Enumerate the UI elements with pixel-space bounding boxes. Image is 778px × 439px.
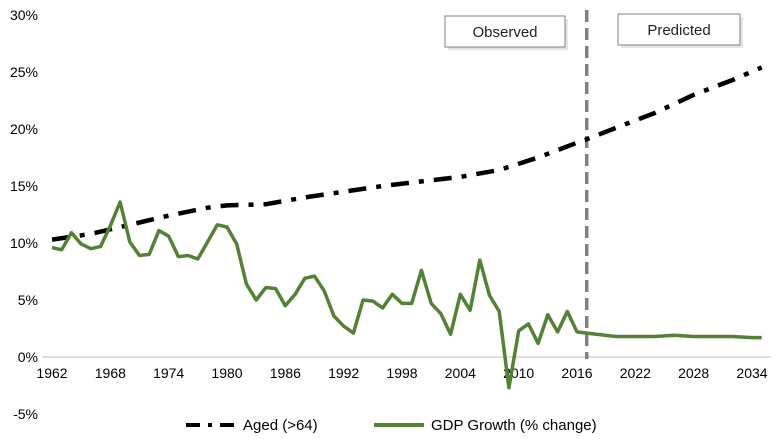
x-tick-label: 2034 [736, 365, 767, 381]
x-tick-label: 1962 [36, 365, 67, 381]
legend: Aged (>64) GDP Growth (% change) [186, 417, 597, 434]
y-tick-label: 5% [18, 292, 38, 308]
gdp-growth-series-line [51, 200, 762, 390]
y-tick-label: 30% [10, 7, 38, 23]
observed-label-box: Observed [444, 15, 568, 50]
y-axis-ticks: -5% 0% 5% 10% 15% 20% 25% 30% [10, 7, 38, 422]
x-tick-label: 1986 [270, 365, 301, 381]
legend-aged-label: Aged (>64) [243, 417, 318, 434]
observed-label: Observed [472, 24, 537, 41]
x-tick-label: 2004 [445, 365, 476, 381]
legend-gdp-label: GDP Growth (% change) [431, 417, 597, 434]
x-tick-label: 1998 [386, 365, 417, 381]
x-axis-ticks: 1962 1968 1974 1980 1986 1992 1998 2004 2010 2016… [36, 365, 767, 381]
y-tick-label: -5% [13, 406, 38, 422]
x-tick-label: 1992 [328, 365, 359, 381]
predicted-label-box: Predicted [617, 13, 743, 48]
x-tick-label: 1974 [153, 365, 184, 381]
y-tick-label: 10% [10, 235, 38, 251]
x-tick-label: 2022 [620, 365, 651, 381]
y-tick-label: 0% [18, 349, 38, 365]
x-tick-label: 1968 [95, 365, 126, 381]
predicted-label: Predicted [647, 22, 710, 39]
aged-series-line [51, 65, 763, 242]
series-layer [51, 65, 763, 390]
y-tick-label: 20% [10, 121, 38, 137]
x-tick-label: 1980 [211, 365, 242, 381]
y-tick-label: 25% [10, 64, 38, 80]
x-tick-label: 2016 [561, 365, 592, 381]
x-tick-label: 2028 [678, 365, 709, 381]
y-tick-label: 15% [10, 178, 38, 194]
